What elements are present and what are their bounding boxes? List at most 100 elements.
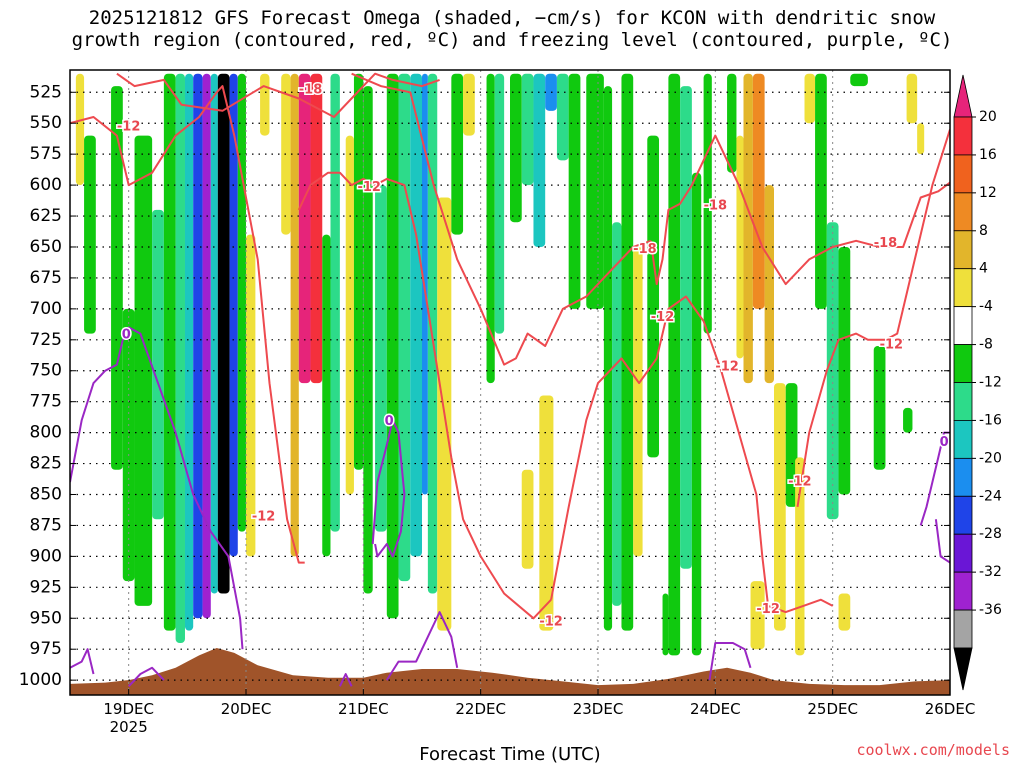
omega-band-16 bbox=[260, 73, 270, 136]
colorbar-label-1: 16 bbox=[979, 147, 997, 163]
colorbar-swatch-6 bbox=[953, 306, 973, 345]
y-tick-label-875: 875 bbox=[30, 515, 62, 535]
omega-band-52 bbox=[668, 73, 681, 656]
y-tick-label-775: 775 bbox=[30, 392, 62, 412]
colorbar-label-5: -4 bbox=[979, 299, 993, 315]
red-contour-3 bbox=[70, 85, 305, 564]
omega-band-0 bbox=[75, 73, 85, 186]
omega-band-20 bbox=[310, 73, 323, 384]
y-tick-label-550: 550 bbox=[30, 113, 62, 133]
contour-label-13: 0 bbox=[122, 327, 131, 342]
y-tick-label-850: 850 bbox=[30, 485, 62, 505]
omega-band-48 bbox=[621, 73, 634, 631]
colorbar-label-12: -32 bbox=[979, 564, 1002, 580]
red-contour-5 bbox=[550, 295, 834, 614]
purple-contour-5 bbox=[385, 611, 459, 681]
omega-band-60 bbox=[764, 185, 774, 384]
omega-band-7 bbox=[175, 73, 185, 644]
omega-band-27 bbox=[386, 73, 399, 619]
omega-band-15 bbox=[246, 234, 256, 557]
colorbar-swatch-2 bbox=[953, 154, 973, 194]
colorbar-label-2: 12 bbox=[979, 185, 997, 201]
omega-band-54 bbox=[691, 172, 702, 656]
omega-band-42 bbox=[568, 73, 581, 309]
omega-band-63 bbox=[785, 383, 798, 507]
contour-label-1: -12 bbox=[117, 119, 141, 134]
colorbar-label-9: -20 bbox=[979, 450, 1002, 466]
purple-contour-0 bbox=[70, 326, 244, 650]
omega-band-26 bbox=[375, 185, 387, 532]
colorbar-label-6: -8 bbox=[979, 337, 993, 353]
omega-band-59 bbox=[752, 73, 765, 309]
omega-band-18 bbox=[290, 73, 299, 557]
omega-band-51 bbox=[662, 593, 669, 656]
contour-label-7: -12 bbox=[880, 337, 904, 352]
y-tick-label-675: 675 bbox=[30, 268, 62, 288]
omega-band-13 bbox=[229, 73, 238, 557]
purple-contour-6 bbox=[708, 642, 752, 681]
omega-band-56 bbox=[727, 73, 737, 173]
omega-band-69 bbox=[838, 593, 851, 631]
colorbar-swatch-4 bbox=[953, 230, 973, 270]
omega-band-44 bbox=[539, 395, 554, 631]
colorbar-swatch-11 bbox=[953, 495, 973, 535]
omega-band-37 bbox=[510, 73, 522, 223]
chart-title-line2: growth region (contoured, red, ºC) and f… bbox=[71, 29, 953, 51]
y-tick-label-525: 525 bbox=[30, 82, 62, 102]
contour-label-6: -12 bbox=[651, 310, 675, 325]
red-contour-1 bbox=[351, 72, 652, 366]
omega-band-70 bbox=[850, 73, 868, 87]
omega-band-41 bbox=[556, 73, 569, 161]
colorbar-swatch-10 bbox=[953, 457, 973, 497]
omega-band-25 bbox=[363, 86, 373, 594]
x-year-label: 2025 bbox=[110, 718, 148, 736]
x-tick-label-23DEC: 23DEC bbox=[573, 700, 624, 718]
y-tick-label-900: 900 bbox=[30, 546, 62, 566]
contour-label-9: -12 bbox=[252, 509, 276, 524]
credit-text: coolwx.com/models bbox=[856, 741, 1010, 759]
red-contour-4 bbox=[297, 171, 552, 620]
omega-band-11 bbox=[210, 73, 218, 594]
colorbar-label-11: -28 bbox=[979, 526, 1002, 542]
omega-band-6 bbox=[163, 73, 176, 631]
omega-band-33 bbox=[451, 73, 464, 235]
red-contour-2 bbox=[649, 134, 950, 286]
omega-band-74 bbox=[917, 123, 925, 155]
omega-band-71 bbox=[873, 345, 886, 470]
contour-label-12: -12 bbox=[756, 602, 780, 617]
colorbar-swatch-3 bbox=[953, 192, 973, 232]
omega-band-35 bbox=[486, 73, 495, 384]
x-tick-label-20DEC: 20DEC bbox=[221, 700, 272, 718]
omega-band-5 bbox=[152, 209, 164, 520]
contour-label-8: -12 bbox=[715, 360, 739, 375]
y-tick-label-825: 825 bbox=[30, 454, 62, 474]
y-tick-label-1000: 1000 bbox=[19, 670, 62, 690]
colorbar-swatch-14 bbox=[953, 609, 973, 649]
omega-band-53 bbox=[680, 86, 692, 569]
colorbar-label-13: -36 bbox=[979, 602, 1002, 618]
omega-band-23 bbox=[345, 135, 354, 495]
contour-label-11: -12 bbox=[539, 614, 563, 629]
contour-label-4: -18 bbox=[633, 242, 657, 257]
x-tick-label-22DEC: 22DEC bbox=[455, 700, 506, 718]
x-tick-label-26DEC: 26DEC bbox=[925, 700, 976, 718]
omega-band-45 bbox=[521, 469, 534, 569]
omega-band-61 bbox=[750, 581, 765, 650]
omega-band-38 bbox=[521, 73, 534, 186]
purple-contour-4 bbox=[371, 419, 406, 558]
y-tick-label-925: 925 bbox=[30, 577, 62, 597]
y-tick-label-800: 800 bbox=[30, 423, 62, 443]
colorbar-swatch-9 bbox=[953, 420, 973, 459]
y-tick-label-625: 625 bbox=[30, 206, 62, 226]
colorbar-label-10: -24 bbox=[979, 488, 1002, 504]
omega-band-22 bbox=[330, 73, 340, 532]
purple-contour-2 bbox=[127, 666, 165, 687]
omega-band-14 bbox=[237, 73, 246, 532]
omega-band-58 bbox=[743, 73, 753, 384]
x-tick-label-24DEC: 24DEC bbox=[690, 700, 741, 718]
omega-band-43 bbox=[586, 73, 604, 309]
omega-band-49 bbox=[633, 246, 643, 557]
red-contour-0 bbox=[116, 72, 440, 118]
omega-band-29 bbox=[410, 73, 422, 557]
